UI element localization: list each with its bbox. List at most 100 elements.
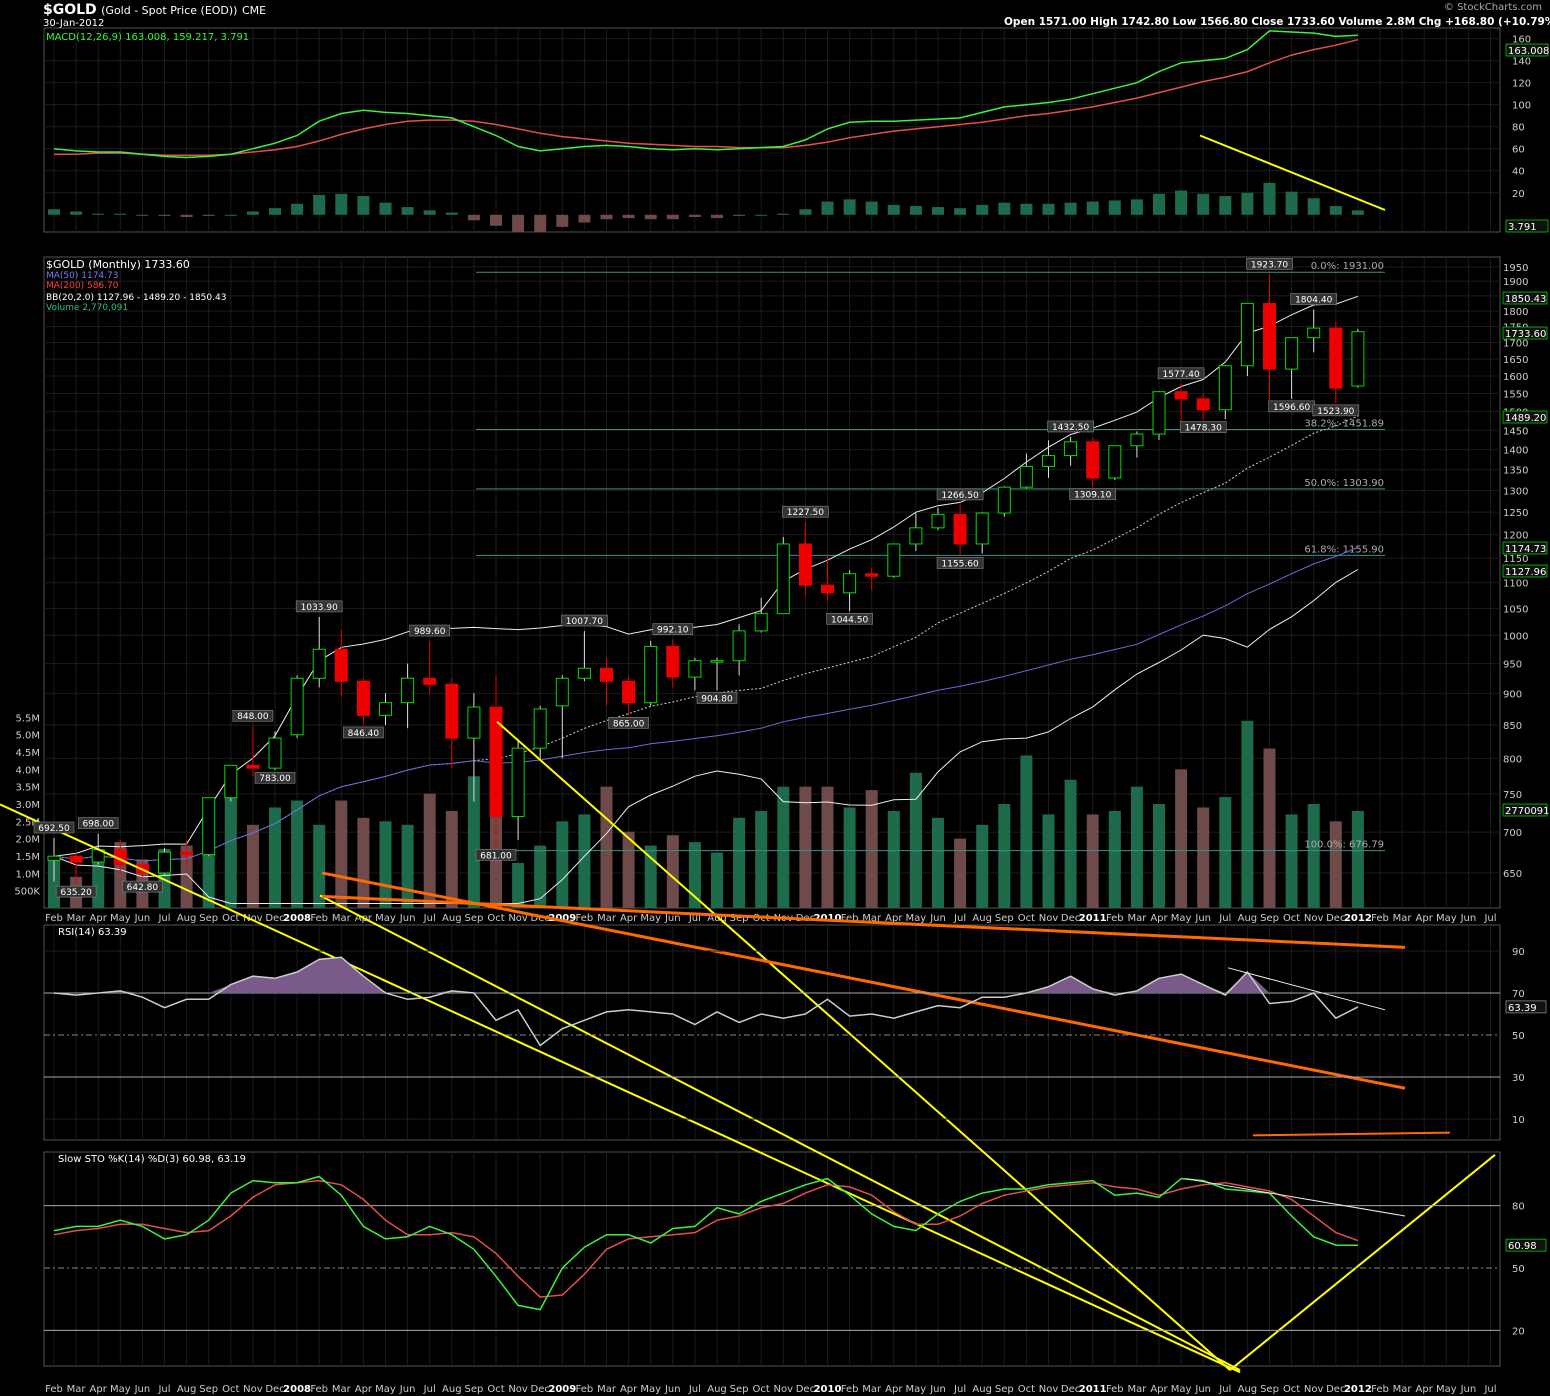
price-label-box [1179, 421, 1227, 433]
month-label: Dec [531, 913, 550, 924]
price-label-box [561, 614, 608, 627]
month-label: Jul [688, 1384, 701, 1395]
macd-histogram-bar [1175, 190, 1188, 215]
month-label: Jun [1194, 913, 1211, 924]
price-label-box [652, 623, 694, 635]
month-label: Nov [1039, 913, 1059, 924]
macd-tick-label: 100 [1512, 101, 1531, 112]
month-label: Jun [929, 1384, 946, 1395]
volume-bar [578, 814, 591, 908]
volume-bar [733, 817, 746, 908]
candle-body [423, 677, 437, 685]
price-tick-label: 1600 [1503, 372, 1528, 383]
month-label: Oct [222, 1384, 239, 1395]
month-label: Jul [1483, 1384, 1496, 1395]
macd-histogram-bar [1130, 199, 1143, 215]
trendline-yellow-down [1229, 1154, 1496, 1371]
macd-tag-box [1505, 43, 1549, 57]
month-label: Dec [265, 1384, 284, 1395]
volume-bar [1042, 814, 1055, 908]
macd-histogram-bar [467, 214, 480, 221]
candle-body [1351, 331, 1365, 387]
macd-tag: 163.008 [1508, 46, 1549, 57]
price-label-box [33, 821, 75, 834]
price-tag: 1489.20 [1505, 413, 1546, 424]
price-tick-label: 650 [1503, 869, 1522, 880]
month-label: Mar [67, 1384, 87, 1395]
month-label: May [1436, 1384, 1457, 1395]
price-tag: 1127.96 [1505, 567, 1546, 578]
month-label: Sep [1260, 913, 1279, 924]
candle-body [467, 706, 481, 739]
month-label: May [640, 1384, 661, 1395]
price-label: 1033.90 [301, 603, 338, 613]
price-tick-label: 1100 [1503, 579, 1528, 590]
sto-tag-box [1505, 1238, 1547, 1252]
month-label: Jun [664, 1384, 681, 1395]
macd-histogram-bar [976, 204, 989, 215]
macd-tick-label: 140 [1512, 57, 1531, 68]
price-label-box [936, 557, 984, 569]
price-tick-label: 1300 [1503, 487, 1528, 498]
price-tag: 1733.60 [1505, 329, 1546, 340]
price-legend-item: BB(20,2.0) 1127.96 - 1489.20 - 1850.43 [46, 293, 226, 303]
price-legend-item: MA(200) 586.70 [46, 281, 119, 291]
fib-label: 50.0%: 1303.90 [1304, 478, 1384, 489]
price-label: 1266.50 [941, 491, 978, 501]
price-label: 1923.70 [1251, 260, 1288, 270]
month-label: Apr [90, 1384, 108, 1395]
price-label: 992.10 [657, 626, 689, 636]
exchange: CME [241, 4, 267, 17]
rsi-tick-label: 70 [1512, 989, 1525, 1000]
price-tick-label: 1350 [1503, 466, 1528, 477]
macd-histogram-bar [445, 212, 458, 215]
price-label-box [122, 880, 163, 893]
candle-body [600, 667, 613, 682]
rsi-overbought-fill [54, 957, 1358, 993]
price-label: 642.80 [127, 883, 159, 893]
month-label: Dec [531, 1384, 550, 1395]
candle-body [1218, 365, 1232, 411]
month-label: Oct [1283, 913, 1300, 924]
month-label: Apr [90, 913, 108, 924]
trendline-orange-upper [321, 871, 1406, 1090]
month-label: Jun [1460, 913, 1477, 924]
rsi-tick-label: 10 [1512, 1115, 1525, 1126]
price-tick-label: 1700 [1503, 339, 1528, 350]
price-tag-box [1502, 291, 1548, 305]
month-label: Jul [1218, 913, 1231, 924]
sto-tick-label: 80 [1512, 1202, 1525, 1213]
price-label-box [343, 726, 384, 739]
month-label: Feb [310, 1384, 328, 1395]
month-label: Aug [1238, 1384, 1258, 1395]
macd-histogram-bar [1263, 182, 1276, 215]
candle-body [975, 512, 989, 545]
candle-body [268, 737, 282, 769]
price-tick-label: 1400 [1503, 446, 1528, 457]
fib-label: 38.2%: 1451.89 [1304, 419, 1384, 430]
month-label: Aug [177, 913, 197, 924]
month-label: Nov [1039, 1384, 1059, 1395]
month-label: May [375, 1384, 396, 1395]
month-label: Nov [1304, 1384, 1324, 1395]
volume-bar [976, 824, 989, 908]
month-label: Nov [243, 1384, 263, 1395]
price-legend-item: MA(50) 1174.73 [46, 271, 118, 281]
month-label: Aug [442, 913, 462, 924]
macd-histogram-bar [114, 213, 127, 215]
volume-tick-label: 5.0M [15, 731, 40, 742]
candle-body [644, 645, 658, 704]
month-label: Sep [464, 913, 483, 924]
price-label: 783.00 [259, 774, 291, 784]
rsi-panel: 10 30 50 70 90 RSI(14) 63.39 63.39 [44, 927, 1547, 1126]
panel-frame-sto [43, 1151, 1501, 1367]
month-label: Sep [464, 1384, 483, 1395]
month-label: Nov [508, 1384, 528, 1395]
volume-bar [600, 786, 613, 908]
candle-body [47, 855, 61, 861]
candle-body [224, 764, 238, 799]
candle-body [290, 677, 304, 736]
volume-bar [224, 797, 237, 908]
volume-bar [423, 793, 436, 908]
volume-bar [865, 790, 878, 908]
